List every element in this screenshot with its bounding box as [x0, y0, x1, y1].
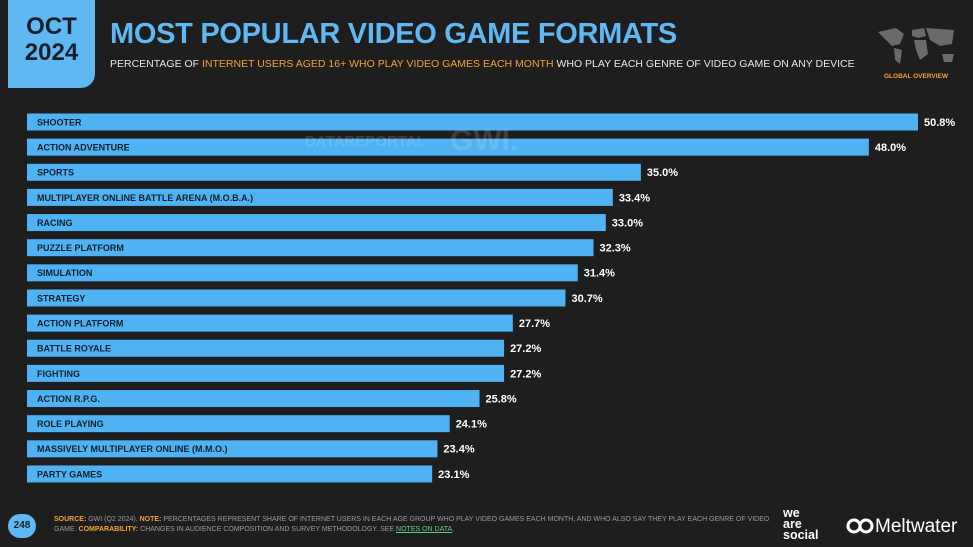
value-label: 50.8%	[924, 117, 955, 129]
value-label: 31.4%	[584, 268, 615, 280]
value-label: 27.2%	[510, 368, 541, 380]
bar	[27, 239, 594, 257]
bar	[27, 339, 505, 357]
bar	[27, 440, 438, 458]
category-label: PUZZLE PLATFORM	[37, 243, 124, 253]
we-are-social-logo: we are social	[783, 506, 819, 542]
value-label: 25.8%	[486, 393, 517, 405]
footer-label: COMPARABILITY:	[78, 526, 139, 533]
value-label: 33.0%	[612, 217, 643, 229]
footer-text: PERCENTAGES REPRESENT SHARE OF INTERNET …	[54, 516, 770, 533]
category-label: MASSIVELY MULTIPLAYER ONLINE (M.M.O.)	[37, 444, 228, 454]
logo-text: Meltwater	[875, 516, 958, 537]
bar	[27, 289, 566, 307]
logo-text: we	[783, 506, 800, 520]
category-label: SPORTS	[37, 168, 74, 178]
subtitle-part: WHO PLAY EACH GENRE OF VIDEO GAME ON ANY…	[556, 58, 855, 70]
chart: SHOOTER 50.8% ACTION ADVENTURE 48.0% SPORTS 3…	[27, 113, 955, 483]
date-badge: OCT 2024	[8, 0, 95, 88]
footer: SOURCE: GWI (Q2 2024). NOTE: PERCENTAGES…	[54, 515, 774, 535]
bar	[27, 390, 480, 408]
value-label: 23.1%	[438, 469, 469, 481]
bar	[27, 188, 613, 206]
category-label: STRATEGY	[37, 293, 85, 303]
category-label: ACTION ADVENTURE	[37, 143, 130, 153]
value-label: 23.4%	[443, 444, 474, 456]
bar	[27, 364, 505, 382]
chart-title: MOST POPULAR VIDEO GAME FORMATS	[110, 18, 677, 50]
corner-label: GLOBAL OVERVIEW	[884, 73, 949, 80]
footer-link[interactable]: NOTES ON DATA	[396, 526, 453, 533]
bar	[27, 138, 869, 156]
world-map-icon	[878, 28, 954, 64]
footer-label: NOTE:	[139, 516, 162, 523]
footer-text: GWI (Q2 2024).	[88, 516, 138, 523]
subtitle-part: PERCENTAGE OF	[110, 58, 200, 70]
value-label: 32.3%	[600, 243, 631, 255]
page-number: 248	[8, 514, 36, 538]
value-label: 27.7%	[519, 318, 550, 330]
footer-text: .	[452, 526, 455, 533]
category-label: RACING	[37, 218, 73, 228]
category-label: ACTION R.P.G.	[37, 394, 100, 404]
category-label: FIGHTING	[37, 369, 80, 379]
category-label: ACTION PLATFORM	[37, 318, 123, 328]
subtitle-highlight: INTERNET USERS AGED 16+ WHO PLAY VIDEO G…	[202, 58, 554, 70]
badge-month: OCT	[26, 13, 77, 40]
watermark: GWI.	[450, 124, 519, 157]
footer-label: SOURCE:	[54, 516, 87, 523]
bar	[27, 163, 641, 181]
bar	[27, 214, 606, 232]
badge-year: 2024	[24, 39, 79, 66]
meltwater-logo: Meltwater	[845, 516, 957, 538]
value-label: 35.0%	[647, 167, 678, 179]
value-label: 24.1%	[456, 419, 487, 431]
logo-text: are	[783, 517, 802, 531]
meltwater-icon	[846, 518, 874, 534]
bar	[27, 465, 433, 483]
category-label: ROLE PLAYING	[37, 419, 104, 429]
category-label: BATTLE ROYALE	[37, 344, 111, 354]
value-label: 48.0%	[875, 142, 906, 154]
watermark: DATAREPORTAL	[305, 133, 426, 150]
value-label: 33.4%	[619, 192, 650, 204]
chart-subtitle: PERCENTAGE OF INTERNET USERS AGED 16+ WH…	[110, 58, 855, 70]
value-label: 27.2%	[510, 343, 541, 355]
logo-text: social	[783, 528, 819, 542]
category-label: PARTY GAMES	[37, 469, 102, 479]
value-label: 30.7%	[571, 293, 602, 305]
category-label: MULTIPLAYER ONLINE BATTLE ARENA (M.O.B.A…	[37, 193, 253, 203]
bar	[27, 113, 918, 131]
bar	[27, 264, 578, 282]
category-label: SIMULATION	[37, 268, 92, 278]
bar	[27, 314, 513, 332]
bar	[27, 415, 450, 433]
category-label: SHOOTER	[37, 117, 82, 127]
footer-text: CHANGES IN AUDIENCE COMPOSITION AND SURV…	[140, 526, 395, 533]
